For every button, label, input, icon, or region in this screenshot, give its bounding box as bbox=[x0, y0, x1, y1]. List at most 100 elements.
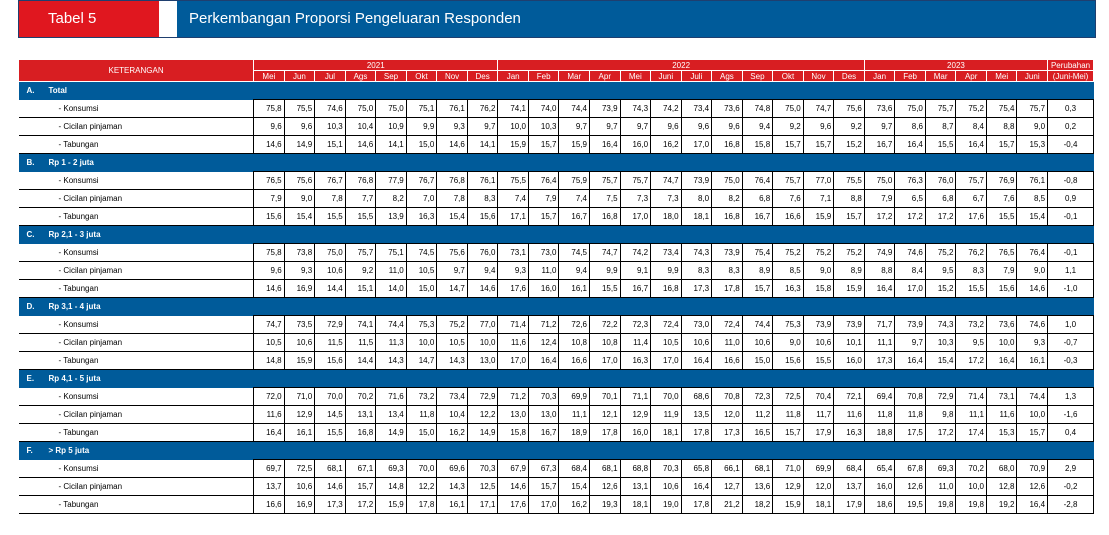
value-cell: 76,0 bbox=[924, 171, 957, 190]
value-cell: 14,8 bbox=[253, 351, 285, 370]
value-cell: 11,4 bbox=[619, 333, 652, 352]
row-label: - Tabungan bbox=[18, 423, 254, 442]
value-cell: 10,9 bbox=[375, 117, 407, 136]
value-cell: 75,5 bbox=[497, 171, 529, 190]
value-cell: 14,6 bbox=[436, 135, 468, 154]
value-cell: 76,8 bbox=[344, 171, 377, 190]
value-cell: 74,7 bbox=[650, 171, 682, 190]
value-cell: 17,3 bbox=[680, 279, 713, 298]
row-label: - Cicilan pinjaman bbox=[18, 477, 254, 496]
change-cell: -0,1 bbox=[1047, 207, 1094, 226]
value-cell: 14,6 bbox=[497, 477, 529, 496]
value-cell: 9,0 bbox=[1016, 117, 1049, 136]
value-cell: 8,3 bbox=[711, 261, 743, 280]
table-row: - Cicilan pinjaman 9,6 9,3 10,6 9,2 11,0 10,5 9… bbox=[18, 261, 1094, 280]
month-header: Juli bbox=[680, 70, 713, 82]
value-cell: 15,7 bbox=[833, 207, 865, 226]
value-cell: 75,9 bbox=[558, 171, 590, 190]
value-cell: 75,2 bbox=[436, 315, 468, 334]
value-cell: 18,1 bbox=[680, 207, 713, 226]
value-cell: 14,3 bbox=[436, 351, 468, 370]
change-cell: -0,8 bbox=[1047, 171, 1094, 190]
month-header: Mar bbox=[924, 70, 957, 82]
value-cell: 10,5 bbox=[436, 333, 468, 352]
table-row: - Konsumsi 72,0 71,0 70,0 70,2 71,6 73,2 73,4 72… bbox=[18, 387, 1094, 406]
value-cell: 11,5 bbox=[314, 333, 346, 352]
change-cell: 1,1 bbox=[1047, 261, 1094, 280]
column-header-perubahan-range: (Juni-Mei) bbox=[1047, 70, 1094, 82]
value-cell: 10,6 bbox=[741, 333, 774, 352]
section-label: D. Rp 3,1 - 4 juta bbox=[18, 297, 254, 316]
value-cell: 70,1 bbox=[589, 387, 621, 406]
value-cell: 16,1 bbox=[558, 279, 590, 298]
value-cell: 75,7 bbox=[924, 99, 957, 118]
value-cell: 9,3 bbox=[497, 261, 529, 280]
value-cell: 76,8 bbox=[436, 171, 468, 190]
value-cell: 11,0 bbox=[527, 261, 560, 280]
column-header-perubahan: Perubahan bbox=[1047, 59, 1094, 71]
table-number: Tabel 5 bbox=[19, 1, 159, 37]
value-cell: 71,1 bbox=[619, 387, 652, 406]
value-cell: 12,6 bbox=[894, 477, 926, 496]
value-cell: 72,4 bbox=[650, 315, 682, 334]
value-cell: 9,4 bbox=[558, 261, 590, 280]
value-cell: 10,8 bbox=[589, 333, 621, 352]
value-cell: 72,3 bbox=[741, 387, 774, 406]
value-cell: 15,4 bbox=[924, 351, 957, 370]
table-row: - Cicilan pinjaman 9,6 9,6 10,3 10,4 10,9 9,9 9… bbox=[18, 117, 1094, 136]
value-cell: 16,9 bbox=[283, 279, 316, 298]
value-cell: 9,2 bbox=[833, 117, 865, 136]
value-cell: 6,8 bbox=[924, 189, 957, 208]
value-cell: 9,5 bbox=[924, 261, 957, 280]
value-cell: 73,2 bbox=[405, 387, 438, 406]
value-cell: 15,5 bbox=[314, 207, 346, 226]
value-cell: 8,2 bbox=[711, 189, 743, 208]
value-cell: 7,9 bbox=[527, 189, 560, 208]
value-cell: 16,0 bbox=[833, 351, 865, 370]
value-cell: 75,0 bbox=[711, 171, 743, 190]
month-header: Mar bbox=[558, 70, 590, 82]
value-cell: 75,8 bbox=[253, 99, 285, 118]
section-id: C. bbox=[26, 230, 35, 240]
month-header: Feb bbox=[894, 70, 926, 82]
month-header: Mei bbox=[253, 70, 285, 82]
value-cell: 9,6 bbox=[650, 117, 682, 136]
value-cell: 11,9 bbox=[650, 405, 682, 424]
value-cell: 15,6 bbox=[466, 207, 499, 226]
value-cell: 15,4 bbox=[283, 207, 316, 226]
value-cell: 74,8 bbox=[741, 99, 774, 118]
value-cell: 18,2 bbox=[741, 495, 774, 514]
table-row: - Cicilan pinjaman 7,9 9,0 7,8 7,7 8,2 7,0 7,8 8… bbox=[18, 189, 1094, 208]
row-label: - Konsumsi bbox=[18, 315, 254, 334]
row-label: - Konsumsi bbox=[18, 459, 254, 478]
month-header: Juni bbox=[1016, 70, 1049, 82]
value-cell: 65,8 bbox=[680, 459, 713, 478]
value-cell: 71,0 bbox=[772, 459, 804, 478]
value-cell: 9,6 bbox=[711, 117, 743, 136]
value-cell: 9,7 bbox=[894, 333, 926, 352]
change-cell: -0,4 bbox=[1047, 135, 1094, 154]
value-cell: 13,6 bbox=[741, 477, 774, 496]
value-cell: 18,1 bbox=[650, 423, 682, 442]
value-cell: 13,7 bbox=[833, 477, 865, 496]
section-id: E. bbox=[26, 374, 35, 384]
value-cell: 65,4 bbox=[863, 459, 896, 478]
value-cell: 14,7 bbox=[405, 351, 438, 370]
value-cell: 14,6 bbox=[1016, 279, 1049, 298]
change-cell: -0,1 bbox=[1047, 243, 1094, 262]
change-cell: 0,3 bbox=[1047, 99, 1094, 118]
value-cell: 14,1 bbox=[466, 135, 499, 154]
value-cell: 68,4 bbox=[833, 459, 865, 478]
value-cell: 8,8 bbox=[985, 117, 1018, 136]
value-cell: 17,5 bbox=[894, 423, 926, 442]
value-cell: 7,4 bbox=[558, 189, 590, 208]
value-cell: 9,9 bbox=[405, 117, 438, 136]
value-cell: 8,9 bbox=[741, 261, 774, 280]
value-cell: 76,2 bbox=[955, 243, 987, 262]
value-cell: 17,0 bbox=[680, 135, 713, 154]
month-header: Jan bbox=[863, 70, 896, 82]
value-cell: 15,9 bbox=[802, 207, 835, 226]
value-cell: 15,5 bbox=[985, 207, 1018, 226]
value-cell: 74,6 bbox=[894, 243, 926, 262]
value-cell: 12,8 bbox=[985, 477, 1018, 496]
